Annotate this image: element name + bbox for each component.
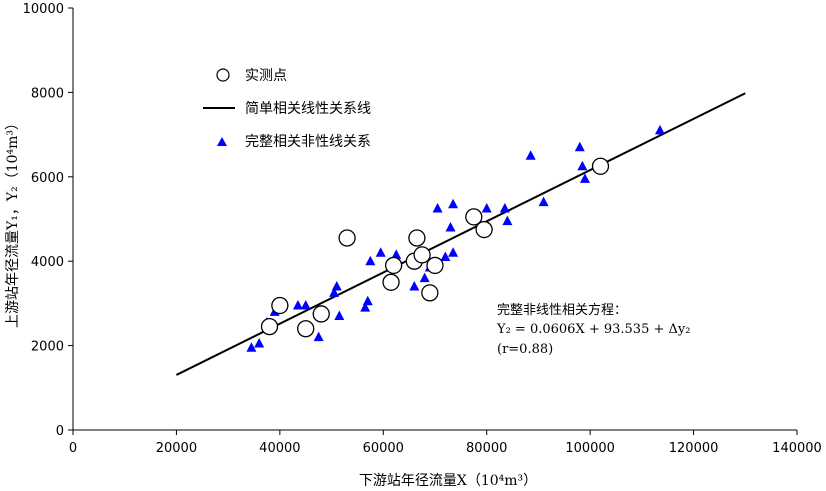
triangle-point — [375, 247, 386, 257]
x-tick-label: 100000 — [565, 441, 615, 456]
triangle-point — [334, 310, 345, 321]
triangle-point — [499, 202, 510, 213]
legend-label-line: 简单相关线性关系线 — [245, 100, 371, 117]
circle-point — [465, 208, 483, 226]
circle-point — [271, 296, 289, 315]
circle-point — [382, 273, 400, 291]
circle-point — [297, 320, 315, 338]
y-tick-label: 4000 — [31, 255, 64, 270]
y-tick-label: 2000 — [31, 340, 64, 355]
triangle-point — [577, 160, 588, 171]
triangle-point — [502, 215, 513, 226]
y-tick-label: 6000 — [31, 171, 64, 186]
triangle-point — [254, 337, 265, 348]
triangle-point — [246, 342, 257, 352]
equation-formula: Y₂ = 0.0606X + 93.535 + Δy₂ — [496, 322, 690, 337]
legend-triangle-marker — [217, 137, 227, 146]
triangle-point — [448, 247, 459, 257]
circle-series — [260, 157, 610, 338]
triangle-point — [300, 300, 311, 310]
triangle-point — [579, 173, 590, 183]
triangle-point — [654, 124, 665, 135]
circle-point — [384, 256, 403, 275]
x-axis-ticks: 0 20000 40000 60000 80000 100000 120000 140000 — [69, 430, 822, 456]
x-tick-label: 40000 — [259, 441, 300, 456]
triangle-point — [360, 302, 371, 312]
triangle-point — [331, 281, 342, 291]
circle-point — [421, 284, 439, 302]
triangle-point — [432, 202, 443, 213]
triangle-point — [419, 272, 430, 283]
triangle-point — [409, 281, 420, 291]
legend: 实测点 简单相关线性关系线 完整相关非性线关系 — [203, 68, 371, 150]
legend-circle-marker — [216, 68, 230, 82]
equation-annotation: 完整非线性相关方程： Y₂ = 0.0606X + 93.535 + Δy₂ (… — [496, 302, 690, 357]
circle-point — [260, 317, 279, 336]
y-axis-ticks: 0 2000 4000 6000 8000 10000 — [23, 2, 73, 439]
y-tick-label: 10000 — [23, 2, 64, 17]
x-tick-label: 140000 — [772, 441, 822, 456]
x-tick-label: 0 — [69, 441, 77, 456]
triangle-point — [365, 255, 376, 266]
y-tick-label: 8000 — [31, 86, 64, 101]
triangle-point — [574, 141, 585, 152]
y-axis-title: 上游站年径流量Y₁，Y₂（10⁴m³） — [5, 116, 21, 328]
triangle-point — [292, 300, 303, 310]
circle-point — [426, 256, 444, 275]
x-tick-label: 20000 — [156, 441, 197, 456]
circle-point — [475, 220, 493, 239]
x-tick-label: 120000 — [669, 441, 719, 456]
triangle-point — [445, 221, 456, 232]
circle-point — [591, 157, 610, 175]
legend-label-circles: 实测点 — [245, 68, 287, 84]
triangle-point — [329, 287, 340, 297]
triangle-point — [362, 295, 373, 306]
legend-label-triangles: 完整相关非性线关系 — [245, 134, 371, 150]
equation-r-value: (r=0.88) — [497, 342, 553, 357]
triangle-point — [440, 251, 451, 261]
circle-point — [413, 246, 431, 264]
triangle-point — [538, 196, 549, 207]
axes — [72, 8, 797, 431]
triangle-point — [448, 198, 459, 209]
triangle-point — [391, 249, 402, 259]
equation-title: 完整非线性相关方程： — [497, 302, 627, 318]
triangle-point — [481, 202, 492, 213]
circle-point — [408, 229, 426, 247]
triangle-point — [525, 150, 536, 160]
x-axis-title: 下游站年径流量X（10⁴m³） — [359, 473, 537, 489]
triangle-point — [313, 331, 324, 342]
x-tick-label: 60000 — [363, 441, 404, 456]
x-tick-label: 80000 — [466, 441, 507, 456]
circle-point — [338, 229, 356, 247]
y-tick-label: 0 — [56, 424, 64, 439]
circle-point — [312, 305, 330, 323]
